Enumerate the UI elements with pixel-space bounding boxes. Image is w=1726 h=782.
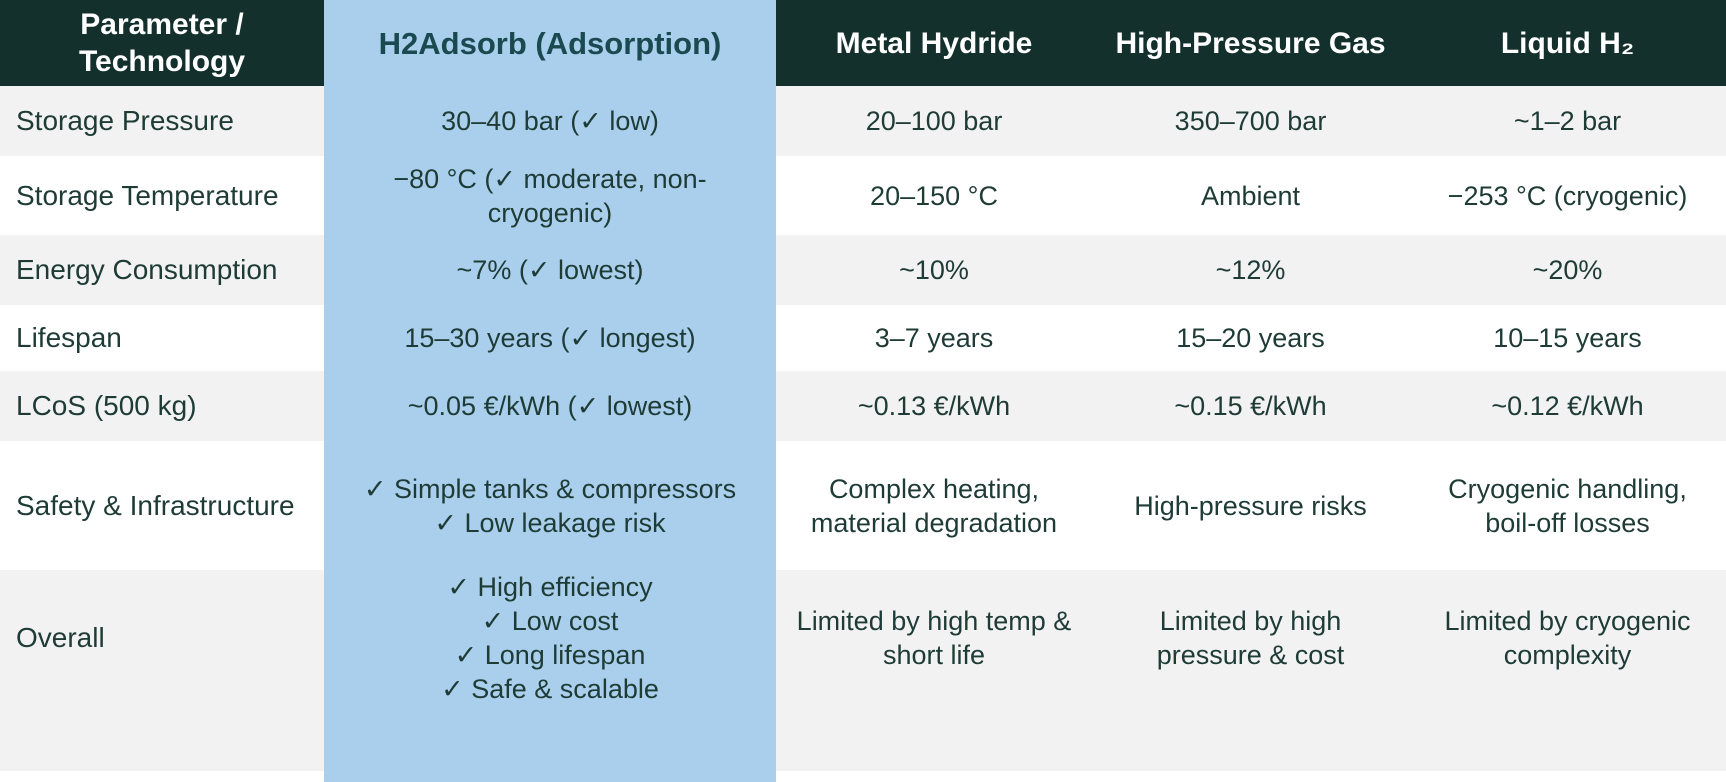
cell-energy-consumption-metal-hydride: ~10% [776,235,1092,305]
cell-storage-temperature-metal-hydride: 20–150 °C [776,156,1092,235]
cell-overall-h2adsorb: ✓ High efficiency ✓ Low cost ✓ Long life… [324,570,776,771]
row-label-lifespan: Lifespan [0,305,324,371]
row-label-storage-temperature: Storage Temperature [0,156,324,235]
cell-lifespan-h2adsorb: 15–30 years (✓ longest) [324,305,776,371]
column-header-metal-hydride: Metal Hydride [776,0,1092,86]
row-label-safety-infrastructure: Safety & Infrastructure [0,441,324,570]
cell-overall-metal-hydride: Limited by high temp & short life [776,570,1092,771]
cell-safety-liquid-h2: Cryogenic handling, boil-off losses [1409,441,1726,570]
bottom-strip [1409,771,1726,782]
bottom-strip [0,771,324,782]
column-header-parameter-technology: Parameter / Technology [0,0,324,86]
cell-storage-pressure-high-pressure-gas: 350–700 bar [1092,86,1409,156]
cell-energy-consumption-high-pressure-gas: ~12% [1092,235,1409,305]
cell-lcos-liquid-h2: ~0.12 €/kWh [1409,371,1726,441]
cell-overall-high-pressure-gas: Limited by high pressure & cost [1092,570,1409,771]
row-label-storage-pressure: Storage Pressure [0,86,324,156]
cell-lcos-metal-hydride: ~0.13 €/kWh [776,371,1092,441]
cell-lifespan-metal-hydride: 3–7 years [776,305,1092,371]
row-label-energy-consumption: Energy Consumption [0,235,324,305]
column-header-high-pressure-gas: High-Pressure Gas [1092,0,1409,86]
cell-safety-metal-hydride: Complex heating, material degradation [776,441,1092,570]
column-header-h2adsorb: H2Adsorb (Adsorption) [324,0,776,86]
cell-lifespan-high-pressure-gas: 15–20 years [1092,305,1409,371]
cell-safety-high-pressure-gas: High-pressure risks [1092,441,1409,570]
cell-storage-temperature-liquid-h2: −253 °C (cryogenic) [1409,156,1726,235]
cell-overall-liquid-h2: Limited by cryogenic complexity [1409,570,1726,771]
cell-storage-pressure-h2adsorb: 30–40 bar (✓ low) [324,86,776,156]
bottom-strip [776,771,1092,782]
row-label-overall: Overall [0,570,324,771]
cell-storage-pressure-liquid-h2: ~1–2 bar [1409,86,1726,156]
bottom-strip [1092,771,1409,782]
row-label-lcos: LCoS (500 kg) [0,371,324,441]
cell-storage-pressure-metal-hydride: 20–100 bar [776,86,1092,156]
bottom-strip-highlight [324,771,776,782]
cell-lcos-high-pressure-gas: ~0.15 €/kWh [1092,371,1409,441]
column-header-liquid-h2: Liquid H₂ [1409,0,1726,86]
cell-energy-consumption-liquid-h2: ~20% [1409,235,1726,305]
cell-energy-consumption-h2adsorb: ~7% (✓ lowest) [324,235,776,305]
cell-storage-temperature-high-pressure-gas: Ambient [1092,156,1409,235]
cell-safety-h2adsorb: ✓ Simple tanks & compressors ✓ Low leaka… [324,441,776,570]
cell-lifespan-liquid-h2: 10–15 years [1409,305,1726,371]
cell-lcos-h2adsorb: ~0.05 €/kWh (✓ lowest) [324,371,776,441]
cell-storage-temperature-h2adsorb: −80 °C (✓ moderate, non- cryogenic) [324,156,776,235]
